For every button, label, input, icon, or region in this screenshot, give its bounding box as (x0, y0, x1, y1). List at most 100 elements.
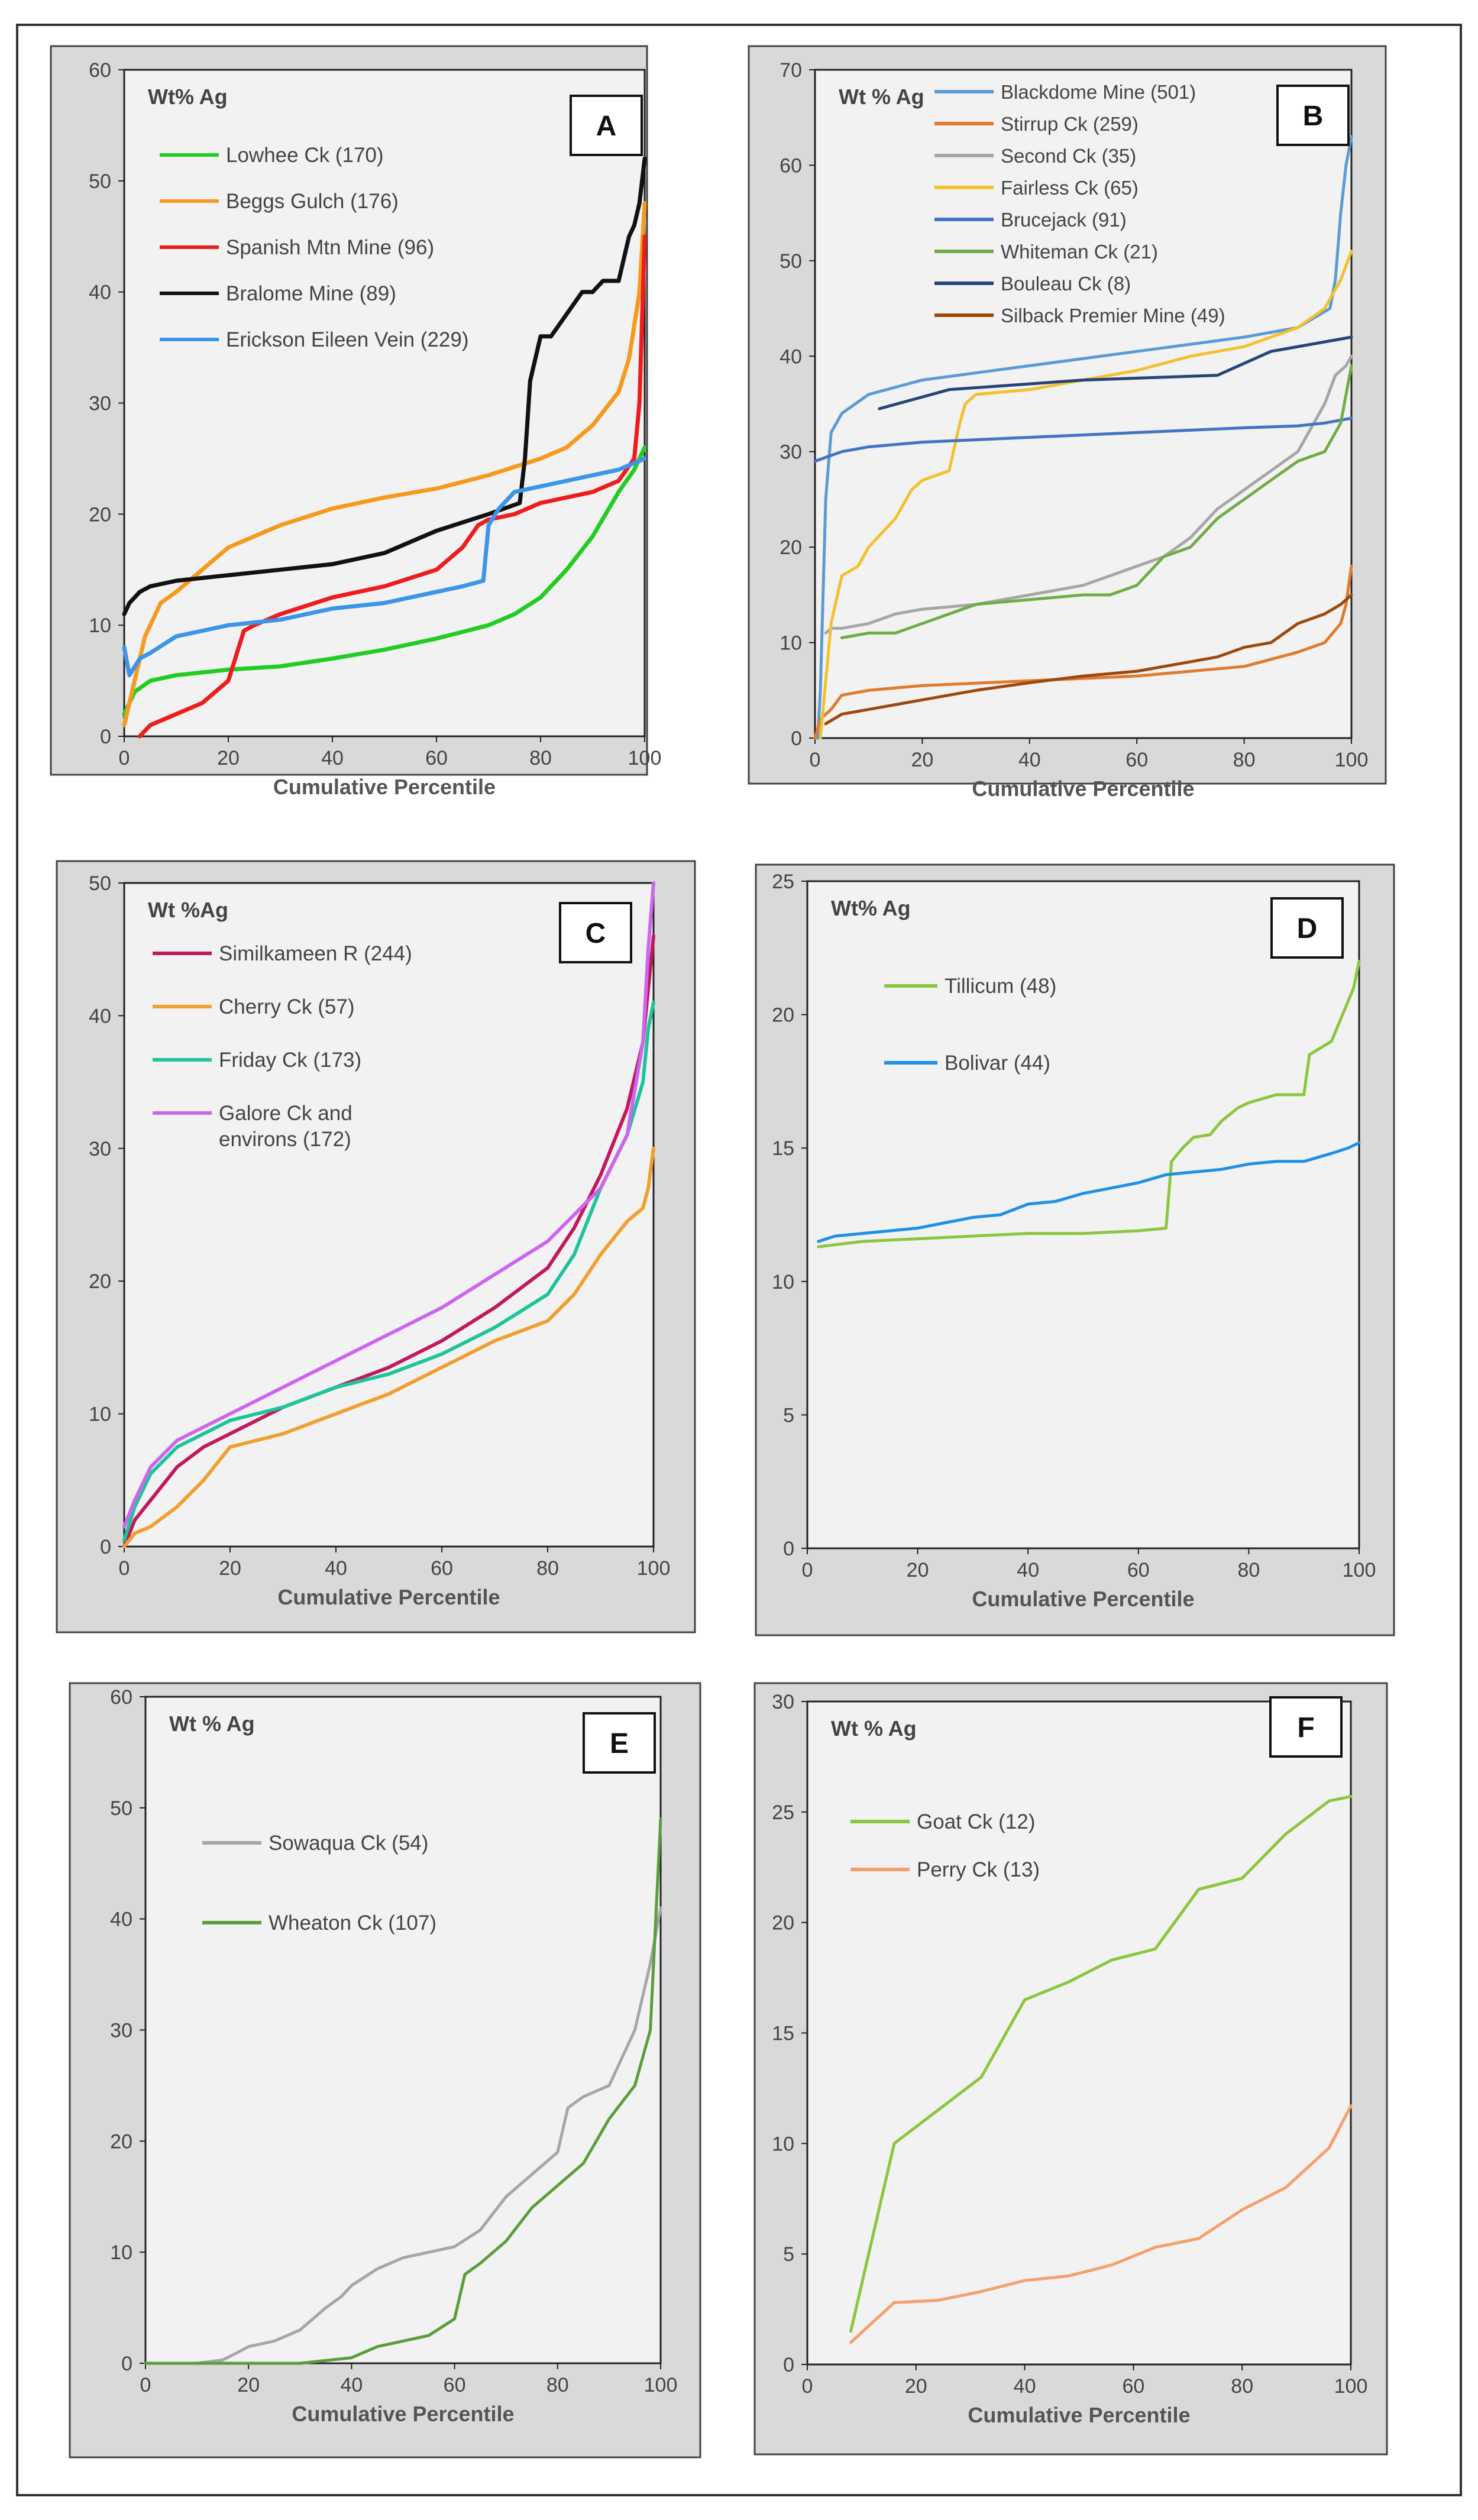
x-axis-label: Cumulative Percentile (972, 777, 1194, 801)
plot-area (123, 882, 655, 1548)
x-tick-label: 100 (1335, 749, 1369, 771)
series-line-2 (122, 1146, 655, 1548)
series-line-1 (816, 135, 1353, 740)
panel-label-box (1276, 85, 1350, 146)
x-tick-label: 100 (637, 1557, 671, 1580)
x-tick-label: 20 (237, 2374, 260, 2396)
x-tick-label: 40 (321, 747, 344, 769)
legend-label: Fairless Ck (65) (1001, 177, 1139, 199)
plot-area (144, 1696, 662, 2364)
y-axis-label: Wt % Ag (169, 1712, 255, 1736)
x-tick-label: 0 (810, 749, 821, 771)
x-tick-label: 60 (425, 747, 448, 769)
series-line-1 (849, 1795, 1353, 2333)
x-tick-label: 20 (217, 747, 240, 769)
y-tick-label: 50 (780, 250, 802, 273)
y-tick-label: 40 (89, 282, 111, 304)
x-axis-label: Cumulative Percentile (968, 2403, 1190, 2427)
y-tick-label: 20 (89, 1270, 111, 1293)
y-tick-label: 60 (110, 1686, 132, 1709)
legend-label: Beggs Gulch (176) (226, 190, 399, 213)
x-tick-label: 80 (1233, 749, 1256, 771)
y-tick-label: 20 (772, 1004, 794, 1027)
series-line-8 (824, 593, 1353, 726)
x-tick-label: 20 (905, 2375, 927, 2398)
x-tick-label: 40 (340, 2374, 363, 2396)
x-tick-label: 80 (546, 2374, 569, 2396)
legend-label: Erickson Eileen Vein (229) (226, 328, 469, 351)
x-tick-label: 100 (628, 747, 662, 769)
x-tick-label: 80 (529, 747, 552, 769)
legend-label: Friday Ck (173) (219, 1049, 361, 1072)
x-tick-label: 20 (911, 749, 933, 771)
panel-c: 0 20 40 60 80 100 0 10 20 30 40 50 Cumulative Percen… (56, 860, 696, 1633)
legend-label: Cherry Ck (57) (219, 995, 354, 1018)
y-axis-label: Wt % Ag (831, 1716, 917, 1741)
y-tick-label: 30 (772, 1691, 794, 1713)
panel-e: 0 20 40 60 80 100 0 10 20 30 40 50 60 Cumulative Perc… (69, 1682, 701, 2458)
series-line-4 (819, 250, 1353, 740)
panel-a: 0 20 40 60 80 100 0 10 20 30 40 50 60 Cumulative Perc… (50, 45, 662, 799)
legend-label: Second Ck (35) (1001, 145, 1136, 167)
series-line-2 (144, 1817, 662, 2365)
x-tick-label: 20 (907, 1559, 929, 1581)
x-tick-label: 0 (802, 1559, 813, 1581)
y-tick-label: 30 (780, 441, 802, 464)
y-tick-label: 10 (110, 2241, 132, 2264)
x-tick-label: 0 (140, 2374, 151, 2396)
panel-label-box (583, 1712, 656, 1774)
y-tick-label: 40 (780, 345, 802, 368)
x-tick-label: 0 (119, 1557, 130, 1580)
series-line-2 (122, 200, 647, 727)
legend-label: Blackdome Mine (501) (1001, 81, 1196, 103)
legend-label: Sowaqua Ck (54) (269, 1832, 428, 1855)
y-tick-label: 0 (791, 727, 802, 750)
panel-label: E (610, 1728, 629, 1759)
y-tick-label: 10 (780, 632, 802, 655)
y-tick-label: 30 (89, 393, 111, 415)
y-tick-label: 70 (780, 59, 802, 82)
y-tick-label: 40 (110, 1908, 132, 1931)
legend-label: Lowhee Ck (170) (226, 144, 384, 167)
panel-f: 0 20 40 60 80 100 0 5 10 15 20 25 30 Cumulative Perce… (753, 1682, 1388, 2456)
legend-label: Tillicum (48) (945, 975, 1056, 998)
x-tick-label: 40 (1018, 749, 1041, 771)
series-line-1 (122, 445, 647, 716)
legend-label: Spanish Mtn Mine (96) (226, 236, 434, 259)
x-tick-label: 60 (1127, 1559, 1150, 1581)
legend-label: Whiteman Ck (21) (1001, 241, 1158, 263)
y-tick-label: 30 (110, 2020, 132, 2042)
x-tick-label: 60 (431, 1557, 453, 1580)
y-tick-label: 5 (783, 2243, 794, 2266)
y-tick-label: 0 (100, 1536, 111, 1558)
plot-area (806, 880, 1360, 1549)
y-tick-label: 50 (89, 872, 111, 895)
x-tick-label: 0 (119, 747, 130, 769)
x-axis-label: Cumulative Percentile (277, 1585, 500, 1609)
panel-d: 0 20 40 60 80 100 0 5 10 15 20 25 Cumulative Percent… (755, 863, 1395, 1636)
y-tick-label: 25 (772, 871, 794, 893)
y-tick-label: 20 (780, 536, 802, 559)
y-tick-label: 15 (772, 1137, 794, 1160)
series-line-7 (878, 335, 1353, 410)
y-tick-label: 15 (772, 2023, 794, 2045)
legend-label: Galore Ck and (219, 1102, 352, 1125)
x-tick-label: 60 (444, 2374, 466, 2396)
y-tick-label: 5 (783, 1404, 794, 1426)
series-line-4 (122, 156, 647, 616)
panel-label-box (1270, 897, 1344, 959)
y-tick-label: 0 (100, 726, 111, 748)
legend-label: environs (172) (219, 1128, 351, 1151)
series-line-2 (817, 1141, 1361, 1243)
y-tick-label: 0 (783, 2354, 794, 2376)
y-axis-label: Wt % Ag (839, 85, 924, 109)
plot-area (806, 1700, 1352, 2366)
figure-frame (16, 24, 1462, 2496)
x-axis-label: Cumulative Percentile (292, 2402, 514, 2426)
x-tick-label: 60 (1126, 749, 1148, 771)
panel-label-box (1269, 1696, 1343, 1758)
series-line-3 (824, 354, 1353, 635)
y-tick-label: 40 (89, 1005, 111, 1027)
x-tick-label: 40 (1017, 1559, 1039, 1581)
